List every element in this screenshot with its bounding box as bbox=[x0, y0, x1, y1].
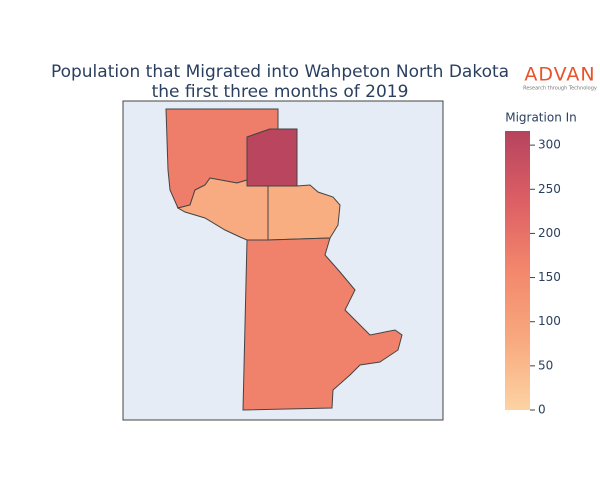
colorbar-tick-label: 100 bbox=[538, 314, 561, 328]
colorbar-tick-label: 250 bbox=[538, 182, 561, 196]
region bbox=[176, 177, 269, 241]
region bbox=[246, 128, 298, 187]
colorbar bbox=[505, 131, 530, 410]
logo: ADVAN bbox=[524, 64, 595, 86]
colorbar-ticks: 0 50 100 150 200 250 300 bbox=[530, 138, 561, 417]
regions bbox=[165, 108, 403, 411]
logo-tagline: Research through Technology bbox=[523, 86, 597, 92]
region bbox=[242, 237, 403, 411]
colorbar-tick-label: 0 bbox=[538, 403, 546, 417]
colorbar-tick-label: 50 bbox=[538, 358, 553, 372]
colorbar-tick-label: 150 bbox=[538, 270, 561, 284]
colorbar-title: Migration In bbox=[505, 111, 577, 125]
chart-title: Population that Migrated into Wahpeton N… bbox=[51, 62, 509, 82]
colorbar-tick-label: 200 bbox=[538, 226, 561, 240]
chart-title: the first three months of 2019 bbox=[152, 82, 409, 102]
colorbar-tick-label: 300 bbox=[538, 138, 561, 152]
